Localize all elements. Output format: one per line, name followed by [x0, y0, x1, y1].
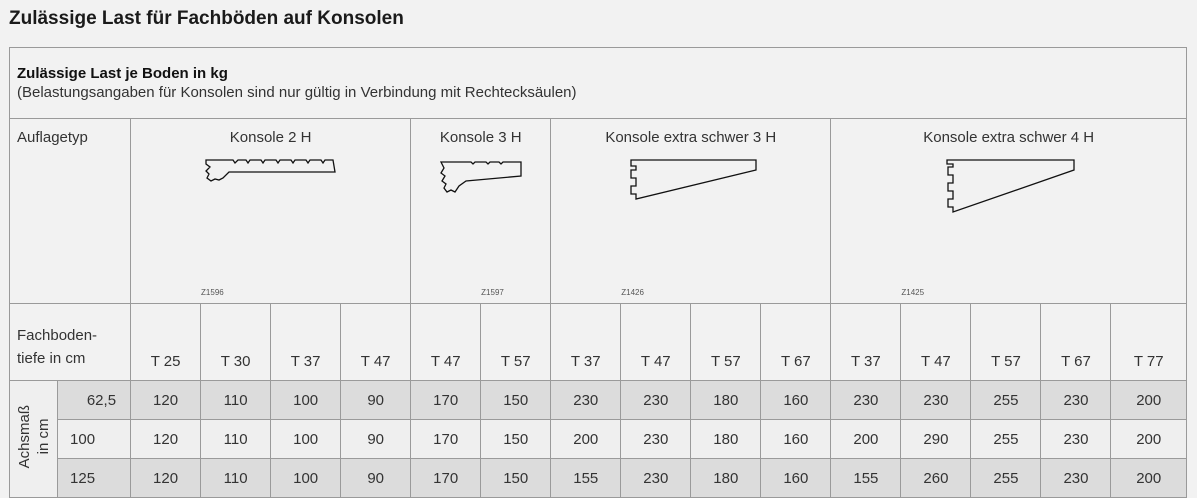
load-value: 100: [270, 419, 342, 459]
load-value: 100: [270, 458, 342, 498]
depth-header: T 57: [480, 303, 552, 381]
depth-header: T 47: [620, 303, 692, 381]
depth-header: T 37: [830, 303, 902, 381]
load-value: 230: [830, 380, 902, 420]
console-name: Konsole 2 H: [229, 129, 312, 146]
axis-label: Achsmaß in cm: [8, 380, 59, 498]
console-code: Z1425: [901, 288, 925, 297]
table-row: Achsmaß in cm 62,5 120 110 100 90 170 150 230 230 1…: [8, 380, 1187, 498]
load-value: 230: [1040, 419, 1112, 459]
console-name: Konsole 3 H: [439, 129, 522, 146]
load-value: 255: [970, 380, 1042, 420]
load-value: 180: [690, 380, 762, 420]
load-value: 200: [1110, 380, 1187, 420]
load-value: 160: [760, 458, 832, 498]
console-name: Konsole extra schwer 4 H: [923, 129, 1095, 146]
achsmass-value: 100: [57, 419, 132, 459]
load-value: 230: [1040, 380, 1112, 420]
load-value: 150: [480, 419, 552, 459]
load-value: 255: [970, 458, 1042, 498]
load-value: 230: [550, 380, 622, 420]
page-title: Zulässige Last für Fachböden auf Konsole…: [9, 8, 404, 29]
depth-header: T 77: [1110, 303, 1187, 381]
load-value: 160: [760, 419, 832, 459]
depth-header: T 57: [690, 303, 762, 381]
axis-label-line: in cm: [34, 419, 52, 455]
console-code: Z1426: [621, 288, 644, 297]
achsmass-value: 125: [57, 458, 132, 498]
load-value: 230: [620, 458, 692, 498]
load-value: 200: [550, 419, 622, 459]
depth-header: T 30: [200, 303, 272, 381]
depth-label-line: Fachboden-: [17, 327, 98, 344]
table-heading: Zulässige Last je Boden in kg: [17, 65, 228, 82]
depth-header: T 57: [970, 303, 1042, 381]
depth-label-line: tiefe in cm: [17, 350, 86, 367]
depth-header: T 25: [130, 303, 202, 381]
depth-header: T 37: [550, 303, 622, 381]
depth-header: T 67: [760, 303, 832, 381]
load-value: 255: [970, 419, 1042, 459]
depth-header: T 67: [1040, 303, 1112, 381]
type-label: Auflagetyp: [8, 118, 132, 304]
load-value: 170: [410, 380, 482, 420]
load-value: 150: [480, 458, 552, 498]
bracket-drawing: [204, 159, 336, 182]
load-value: 200: [1110, 419, 1187, 459]
depth-header: T 47: [340, 303, 412, 381]
load-value: 170: [410, 458, 482, 498]
load-value: 290: [900, 419, 972, 459]
table-row: 125 120 110 100 90 170 150 155 230 180 160 155 260 25…: [10, 458, 1187, 498]
load-value: 90: [340, 458, 412, 498]
load-value: 180: [690, 419, 762, 459]
load-value: 230: [1040, 458, 1112, 498]
load-value: 120: [130, 458, 202, 498]
load-value: 230: [620, 419, 692, 459]
load-value: 90: [340, 380, 412, 420]
load-value: 110: [200, 419, 272, 459]
console-2h: Konsole 2 H Z1596: [130, 118, 412, 304]
console-code: Z1597: [481, 288, 504, 297]
load-value: 120: [130, 380, 202, 420]
table-note: (Belastungsangaben für Konsolen sind nur…: [17, 84, 577, 101]
load-value: 200: [830, 419, 902, 459]
load-value: 110: [200, 380, 272, 420]
depth-header: T 47: [900, 303, 972, 381]
load-table: Zulässige Last je Boden in kg (Belastungs…: [8, 47, 1187, 498]
load-value: 260: [900, 458, 972, 498]
console-name: Konsole extra schwer 3 H: [605, 129, 777, 146]
load-value: 170: [410, 419, 482, 459]
load-value: 200: [1110, 458, 1187, 498]
load-value: 180: [690, 458, 762, 498]
load-value: 110: [200, 458, 272, 498]
table-row: 100 120 110 100 90 170 150 200 230 180 160 200 290 25…: [10, 419, 1187, 459]
depth-header: T 47: [410, 303, 482, 381]
depth-label: Fachboden-tiefe in cm: [8, 303, 132, 381]
load-value: 155: [830, 458, 902, 498]
load-value: 230: [900, 380, 972, 420]
bracket-drawing: [946, 159, 1075, 213]
load-value: 150: [480, 380, 552, 420]
bracket-drawing: [439, 161, 522, 193]
console-code: Z1596: [201, 288, 224, 297]
console-xs-4h: Konsole extra schwer 4 H Z1425: [830, 118, 1187, 304]
load-value: 100: [270, 380, 342, 420]
axis-label-line: Achsmaß: [15, 405, 33, 469]
load-value: 160: [760, 380, 832, 420]
depth-header: T 37: [270, 303, 342, 381]
table-intro: Zulässige Last je Boden in kg (Belastungs…: [9, 47, 1187, 119]
load-value: 155: [550, 458, 622, 498]
load-value: 120: [130, 419, 202, 459]
load-value: 230: [620, 380, 692, 420]
console-xs-3h: Konsole extra schwer 3 H Z1426: [550, 118, 832, 304]
console-3h: Konsole 3 H Z1597: [410, 118, 552, 304]
bracket-drawing: [630, 159, 757, 200]
load-value: 90: [340, 419, 412, 459]
achsmass-value: 62,5: [57, 380, 132, 420]
